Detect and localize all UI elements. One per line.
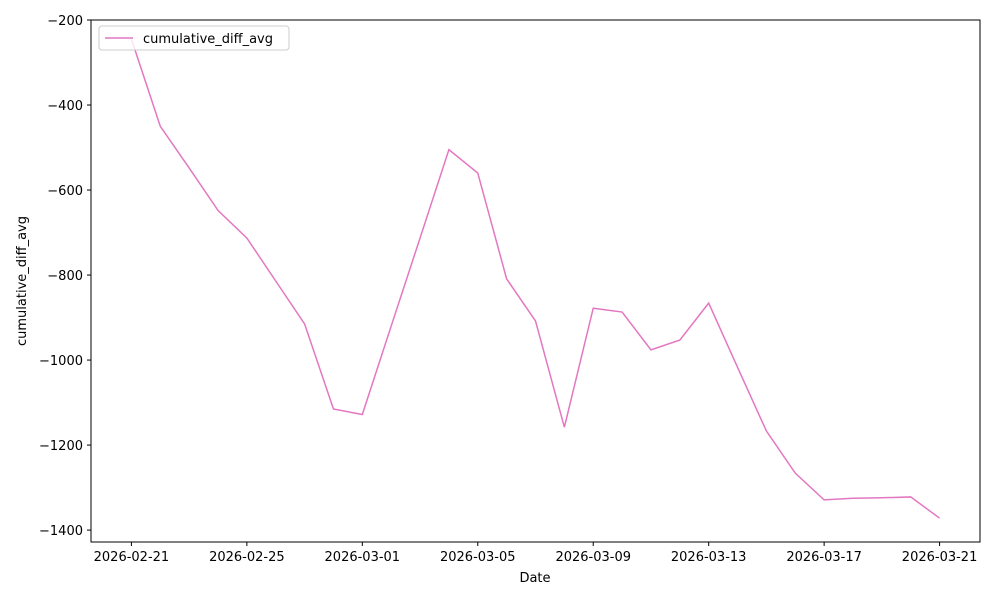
y-tick-label: −400 [47,99,83,114]
y-tick-label: −800 [47,269,83,284]
x-axis-label: Date [519,571,550,586]
x-tick-label: 2026-02-25 [209,550,285,565]
x-tick-label: 2026-03-21 [902,550,978,565]
x-tick-label: 2026-03-13 [671,550,747,565]
x-tick-label: 2026-03-05 [440,550,516,565]
x-tick-label: 2026-03-09 [555,550,631,565]
x-tick-label: 2026-03-17 [786,550,862,565]
x-tick-label: 2026-02-21 [94,550,170,565]
x-tick-label: 2026-03-01 [325,550,401,565]
y-axis-label: cumulative_diff_avg [15,216,30,346]
plot-frame [90,19,981,543]
y-tick-label: −600 [47,184,83,199]
data-line [130,38,941,519]
legend-label: cumulative_diff_avg [143,32,273,47]
y-tick-label: −1000 [39,354,83,369]
y-tick-label: −1400 [39,524,83,539]
y-tick-label: −1200 [39,439,83,454]
legend-box [98,25,290,51]
y-tick-label: −200 [47,14,83,29]
